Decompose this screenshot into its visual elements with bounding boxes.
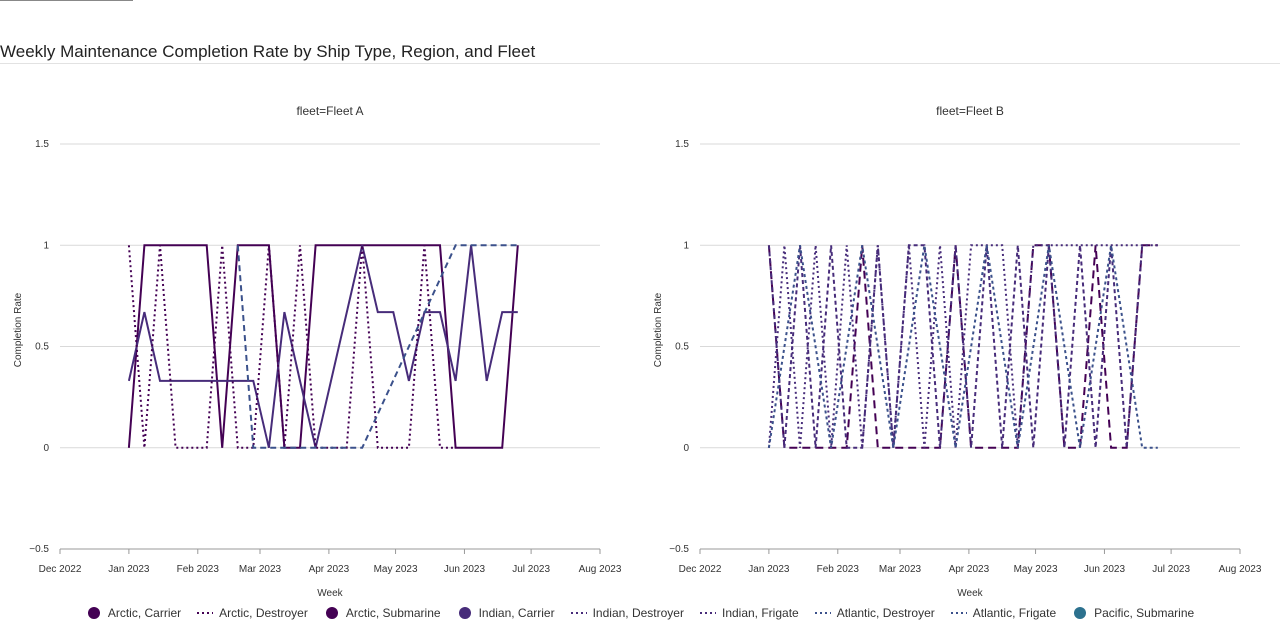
x-axis-label: Week: [957, 588, 983, 599]
legend-label: Atlantic, Frigate: [972, 606, 1057, 620]
legend-label: Atlantic, Destroyer: [836, 606, 935, 620]
y-tick-label: 1: [683, 240, 689, 251]
legend-item[interactable]: Arctic, Carrier: [86, 606, 181, 620]
panel-title: fleet=Fleet A: [296, 104, 363, 118]
legend-label: Indian, Frigate: [721, 606, 799, 620]
legend-marker-icon: [1074, 607, 1087, 619]
x-tick-label: Dec 2022: [39, 564, 82, 575]
x-tick-label: Feb 2023: [177, 564, 220, 575]
x-tick-label: Aug 2023: [579, 564, 622, 575]
y-tick-label: 0.5: [675, 342, 689, 353]
y-axis-label: Completion Rate: [13, 292, 24, 367]
page-title: Weekly Maintenance Completion Rate by Sh…: [0, 42, 536, 61]
x-tick-label: Jan 2023: [748, 564, 790, 575]
legend-item[interactable]: Indian, Frigate: [699, 606, 799, 620]
series-line-indian-carrier: [127, 245, 518, 449]
legend-item[interactable]: Arctic, Destroyer: [197, 606, 308, 620]
x-tick-label: Jul 2023: [512, 564, 550, 575]
x-tick-label: Dec 2022: [679, 564, 722, 575]
series-line-indian-destroyer: [767, 244, 1158, 448]
y-tick-label: −0.5: [29, 544, 49, 555]
legend-line-icon: [570, 612, 587, 614]
legend-item[interactable]: Indian, Carrier: [457, 606, 555, 620]
x-tick-label: Apr 2023: [309, 564, 350, 575]
series-line-arctic-carrier: [767, 244, 1158, 449]
title-divider: [0, 63, 1280, 64]
legend-line-icon: [950, 612, 967, 614]
legend-item[interactable]: Atlantic, Frigate: [950, 606, 1057, 620]
series-line-indian-frigate: [767, 244, 1144, 449]
x-tick-label: Jan 2023: [108, 564, 150, 575]
plot-area-fleet-b: −0.5 0 0.5 1 1.5 Dec 2022 Jan 2023 Feb 2023 Mar …: [669, 139, 1262, 575]
legend-item[interactable]: Pacific, Submarine: [1072, 606, 1194, 620]
x-tick-label: Mar 2023: [239, 564, 282, 575]
chart-canvas: fleet=Fleet A Completion Rate Week −0.5 0…: [13, 104, 1262, 599]
top-divider-line: [0, 0, 133, 1]
x-tick-label: May 2023: [374, 564, 418, 575]
x-tick-label: Apr 2023: [949, 564, 990, 575]
legend-label: Indian, Carrier: [478, 606, 555, 620]
y-tick-label: 1.5: [35, 139, 49, 150]
legend-marker-icon: [87, 607, 100, 619]
series-line-arctic-destroyer: [127, 245, 456, 449]
legend-label: Pacific, Submarine: [1094, 606, 1195, 620]
x-tick-label: Jul 2023: [1152, 564, 1190, 575]
legend-label: Indian, Destroyer: [592, 606, 684, 620]
y-tick-label: −0.5: [669, 544, 689, 555]
panel-fleet-b: fleet=Fleet B Completion Rate Week −0.5 0…: [653, 104, 1262, 599]
y-axis-label: Completion Rate: [653, 292, 664, 367]
panel-fleet-a: fleet=Fleet A Completion Rate Week −0.5 0…: [13, 104, 622, 599]
y-tick-label: 1.5: [675, 139, 689, 150]
x-tick-label: Feb 2023: [817, 564, 860, 575]
legend-line-icon: [814, 612, 831, 614]
legend-label: Arctic, Submarine: [345, 606, 441, 620]
legend-label: Arctic, Destroyer: [219, 606, 308, 620]
legend-item[interactable]: Atlantic, Destroyer: [814, 606, 935, 620]
legend-marker-icon: [325, 607, 338, 619]
legend-item[interactable]: Indian, Destroyer: [570, 606, 684, 620]
x-axis-label: Week: [317, 588, 343, 599]
x-tick-label: Aug 2023: [1219, 564, 1262, 575]
y-tick-label: 0: [43, 443, 49, 454]
legend-item[interactable]: Arctic, Submarine: [324, 606, 441, 620]
x-tick-label: May 2023: [1014, 564, 1058, 575]
series-line-atlantic-destroyer: [236, 244, 518, 449]
x-tick-label: Jun 2023: [1084, 564, 1126, 575]
y-tick-label: 0: [683, 443, 689, 454]
legend-label: Arctic, Carrier: [107, 606, 182, 620]
legend-marker-icon: [458, 607, 471, 619]
y-tick-label: 0.5: [35, 342, 49, 353]
legend-line-icon: [197, 612, 214, 614]
x-tick-label: Jun 2023: [444, 564, 486, 575]
y-tick-label: 1: [43, 240, 49, 251]
panel-title: fleet=Fleet B: [936, 104, 1004, 118]
legend: Arctic, Carrier Arctic, Destroyer Arctic, …: [0, 603, 1280, 623]
plot-area-fleet-a: −0.5 0 0.5 1 1.5 Dec 2022 Jan 2023 Feb 2023 Mar …: [29, 139, 622, 575]
legend-line-icon: [699, 612, 716, 614]
x-tick-label: Mar 2023: [879, 564, 922, 575]
